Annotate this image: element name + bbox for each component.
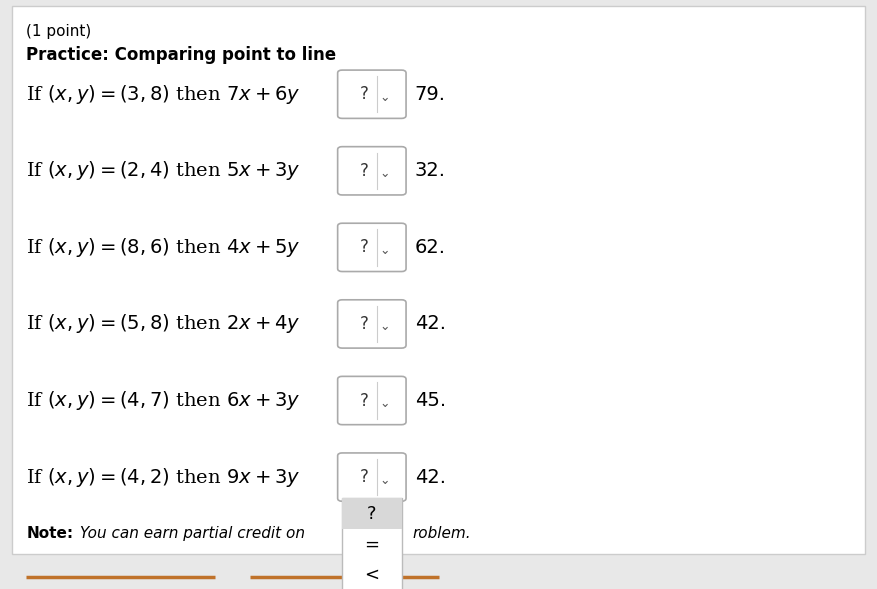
FancyBboxPatch shape [338,300,406,348]
Text: =: = [364,535,380,553]
Text: ?: ? [360,162,369,180]
Text: 62.: 62. [415,238,446,257]
Text: 32.: 32. [415,161,446,180]
Text: If $(x, y) = (4, 2)$ then $9x + 3y$: If $(x, y) = (4, 2)$ then $9x + 3y$ [26,465,301,489]
Text: ?: ? [367,505,376,522]
Text: ?: ? [360,85,369,103]
Text: ⌄: ⌄ [380,320,390,333]
Text: ?: ? [360,468,369,486]
FancyBboxPatch shape [12,6,865,554]
Text: If $(x, y) = (2, 4)$ then $5x + 3y$: If $(x, y) = (2, 4)$ then $5x + 3y$ [26,159,301,183]
Text: roblem.: roblem. [412,525,471,541]
Text: 42.: 42. [415,315,446,333]
Text: If $(x, y) = (4, 7)$ then $6x + 3y$: If $(x, y) = (4, 7)$ then $6x + 3y$ [26,389,301,412]
FancyBboxPatch shape [342,498,402,589]
Text: ?: ? [360,392,369,409]
FancyBboxPatch shape [338,453,406,501]
FancyBboxPatch shape [338,223,406,272]
Text: If $(x, y) = (5, 8)$ then $2x + 4y$: If $(x, y) = (5, 8)$ then $2x + 4y$ [26,312,301,336]
Text: ?: ? [360,315,369,333]
Text: (1 point): (1 point) [26,24,91,38]
Text: 45.: 45. [415,391,446,410]
FancyBboxPatch shape [338,147,406,195]
Text: ⌄: ⌄ [380,91,390,104]
Text: ⌄: ⌄ [380,167,390,180]
Text: 79.: 79. [415,85,446,104]
Text: <: < [364,566,380,584]
Text: ?: ? [360,239,369,256]
Text: If $(x, y) = (8, 6)$ then $4x + 5y$: If $(x, y) = (8, 6)$ then $4x + 5y$ [26,236,301,259]
Text: 42.: 42. [415,468,446,487]
Text: You can earn partial credit on: You can earn partial credit on [75,525,305,541]
Text: Practice: Comparing point to line: Practice: Comparing point to line [26,46,337,64]
FancyBboxPatch shape [338,376,406,425]
FancyBboxPatch shape [338,70,406,118]
FancyBboxPatch shape [342,498,402,529]
Text: Note:: Note: [26,525,74,541]
Text: If $(x, y) = (3, 8)$ then $7x + 6y$: If $(x, y) = (3, 8)$ then $7x + 6y$ [26,82,301,106]
Text: ⌄: ⌄ [380,244,390,257]
Text: ⌄: ⌄ [380,397,390,410]
Text: ⌄: ⌄ [380,474,390,487]
